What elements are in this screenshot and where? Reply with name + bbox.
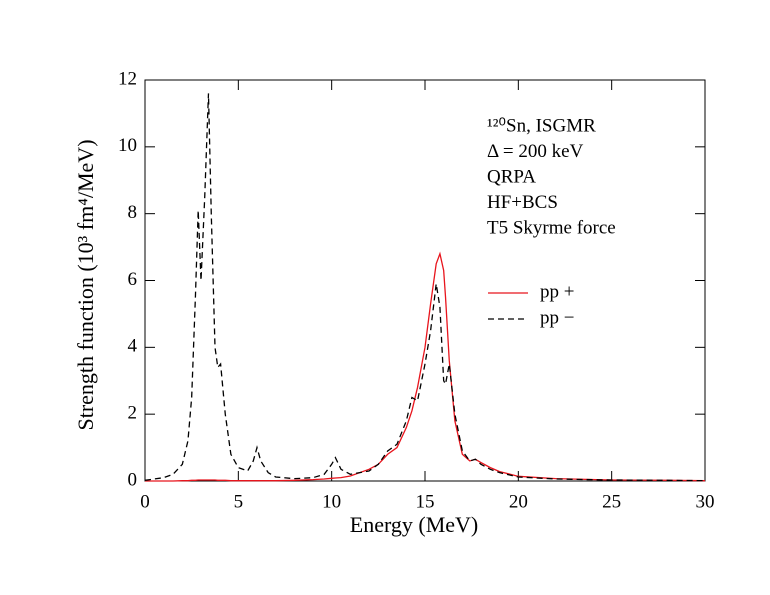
annotation: T5 Skyrme force — [487, 217, 616, 238]
y-tick-label: 12 — [118, 68, 137, 89]
annotation: HF+BCS — [487, 192, 558, 213]
x-tick-label: 15 — [416, 491, 435, 512]
y-tick-label: 0 — [128, 469, 138, 490]
y-tick-label: 8 — [128, 202, 138, 223]
x-tick-label: 0 — [140, 491, 150, 512]
x-tick-label: 20 — [509, 491, 528, 512]
annotation: ¹²⁰Sn, ISGMR — [487, 115, 596, 136]
y-tick-label: 6 — [128, 269, 138, 290]
annotation: QRPA — [487, 166, 536, 187]
x-axis-label: Energy (MeV) — [350, 512, 479, 537]
data-line — [144, 93, 706, 482]
legend-label: pp + — [540, 281, 574, 302]
annotation: Δ = 200 keV — [487, 141, 584, 162]
x-tick-label: 25 — [602, 491, 621, 512]
legend-label: pp − — [540, 307, 574, 328]
plot-frame — [144, 79, 706, 482]
y-axis-label: Strength function (10³ fm⁴/MeV) — [73, 139, 98, 430]
y-tick-label: 4 — [128, 336, 138, 357]
x-tick-label: 10 — [322, 491, 341, 512]
x-tick-label: 30 — [696, 491, 715, 512]
y-tick-label: 10 — [118, 135, 137, 156]
data-line — [145, 251, 706, 482]
x-tick-label: 5 — [234, 491, 244, 512]
y-tick-label: 2 — [128, 403, 138, 424]
